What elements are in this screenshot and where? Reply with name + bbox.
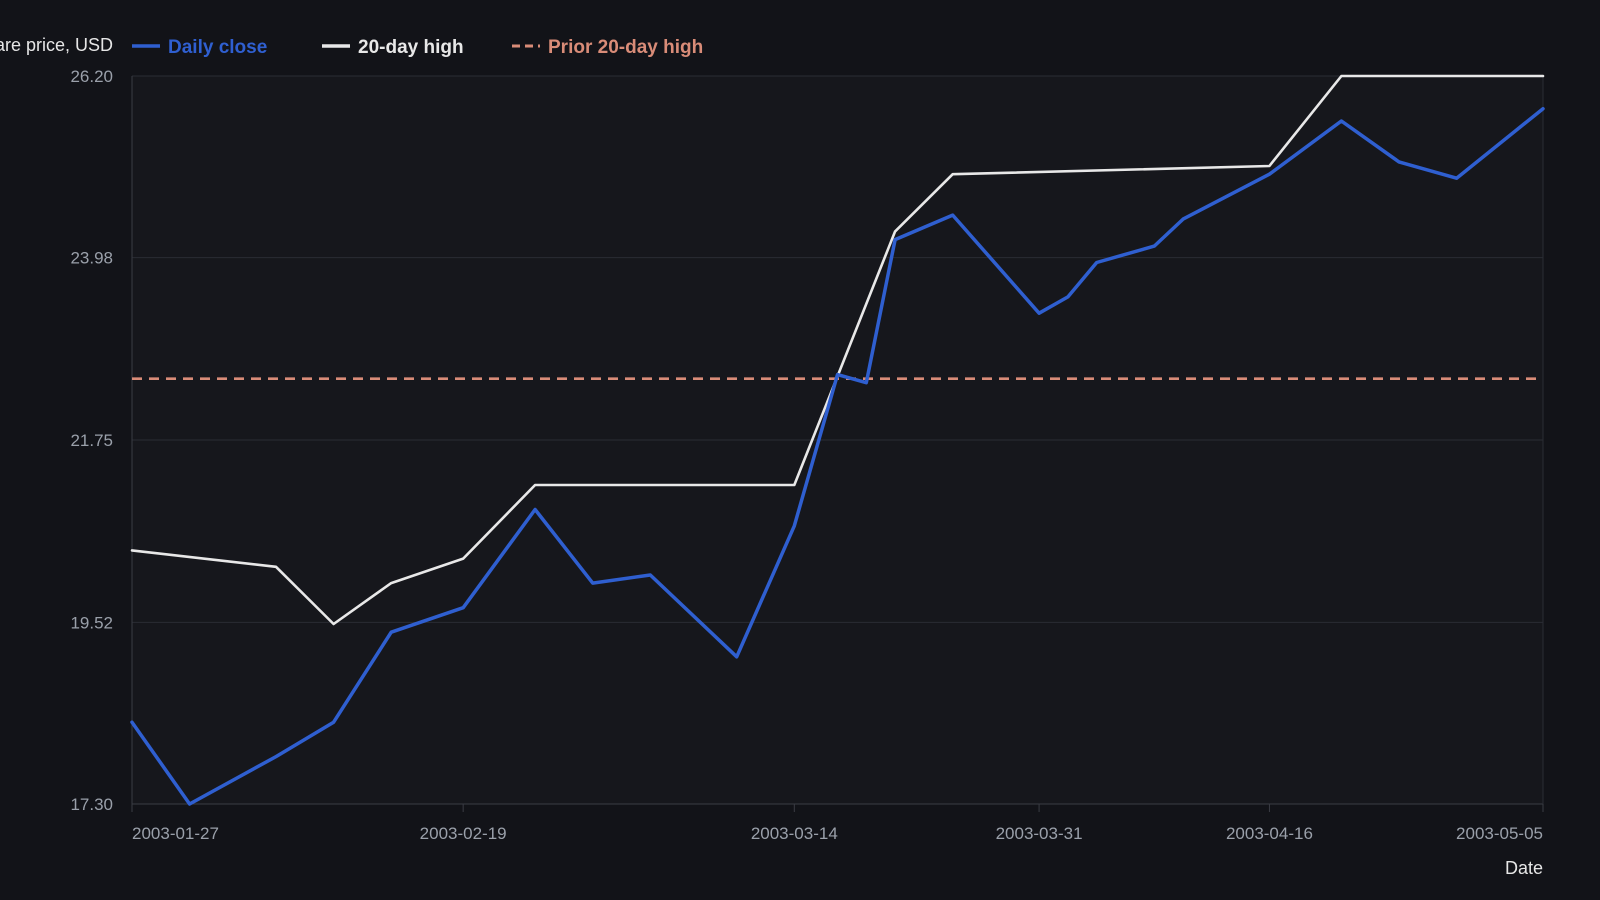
axes: 17.30 19.52 21.75 23.98 26.20 2003-01-27 2003-… bbox=[70, 67, 1544, 843]
y-tick-label: 26.20 bbox=[70, 67, 113, 86]
legend-label-prior-20-day-high: Prior 20-day high bbox=[548, 37, 703, 58]
x-tick-label: 2003-04-16 bbox=[1226, 824, 1313, 843]
x-axis-title: Date bbox=[1505, 858, 1543, 878]
y-tick-label: 17.30 bbox=[70, 795, 113, 814]
series-line-daily-close bbox=[130, 106, 1545, 806]
x-tick-label: 2003-02-19 bbox=[420, 824, 507, 843]
y-tick-label: 23.98 bbox=[70, 249, 113, 268]
y-tick-label: 21.75 bbox=[70, 431, 113, 450]
legend-label-daily-close: Daily close bbox=[168, 37, 267, 58]
series-lines bbox=[130, 74, 1545, 806]
x-tick-label: 2003-01-27 bbox=[132, 824, 219, 843]
series-line-20-day-high bbox=[130, 74, 1545, 626]
x-tick-label: 2003-03-14 bbox=[751, 824, 838, 843]
legend-label-20-day-high: 20-day high bbox=[358, 37, 464, 58]
legend: Daily close 20-day high Prior 20-day high bbox=[132, 37, 703, 58]
x-tick-label: 2003-03-31 bbox=[996, 824, 1083, 843]
y-axis-title: Share price, USD bbox=[0, 35, 113, 55]
y-tick-label: 19.52 bbox=[70, 613, 113, 632]
x-tick-label: 2003-05-05 bbox=[1456, 824, 1543, 843]
